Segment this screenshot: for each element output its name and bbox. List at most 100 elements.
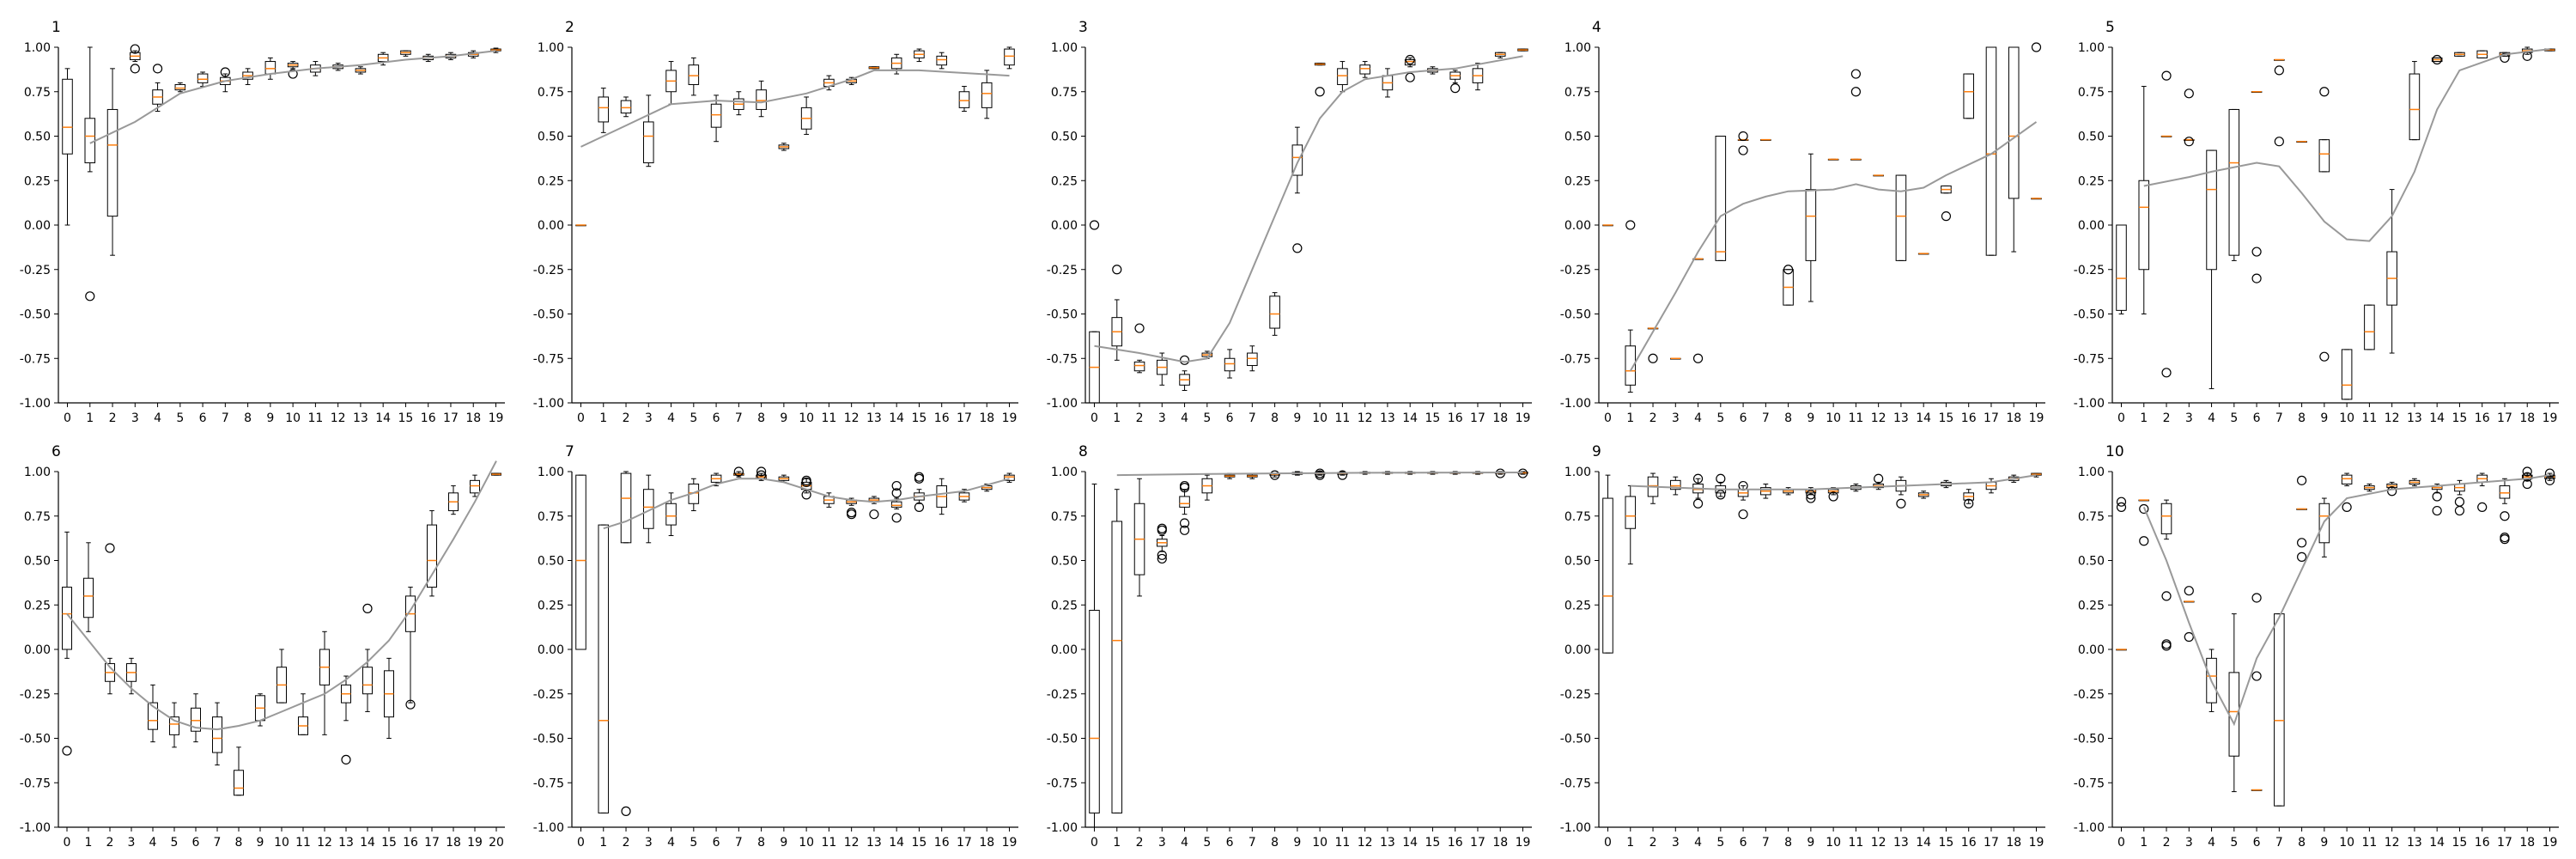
x-tick-label: 4: [1694, 836, 1702, 850]
box-18: [2521, 46, 2533, 61]
x-tick-label: 0: [577, 411, 585, 425]
box-14: [377, 52, 389, 66]
outlier-point: [1270, 470, 1280, 480]
panel-title: 2: [565, 19, 574, 36]
y-tick-label: 0.25: [24, 599, 51, 612]
x-tick-label: 14: [360, 836, 375, 850]
box-1: [1111, 489, 1123, 813]
box-body: [197, 73, 209, 83]
x-tick-label: 6: [1740, 411, 1747, 425]
panel-title: 4: [1592, 19, 1601, 36]
x-tick-label: 9: [1293, 411, 1301, 425]
box-body: [174, 83, 186, 91]
x-tick-label: 4: [1694, 411, 1702, 425]
y-tick-label: -0.50: [1047, 733, 1078, 746]
y-tick-label: 0.25: [1564, 599, 1591, 612]
x-tick-label: 18: [979, 836, 994, 850]
x-tick-label: 15: [1425, 836, 1441, 850]
y-tick-label: 0.50: [1564, 555, 1591, 569]
box-2: [2160, 499, 2172, 651]
outlier-point: [1738, 145, 1748, 155]
x-tick-label: 16: [934, 836, 950, 850]
box-19: [1004, 472, 1015, 483]
y-tick-label: 0.50: [1051, 131, 1078, 144]
box-body: [62, 587, 72, 650]
box-3: [2184, 88, 2195, 147]
box-12: [846, 497, 857, 520]
box-body: [1670, 479, 1681, 490]
x-tick-label: 2: [623, 836, 630, 850]
y-tick-label: -0.25: [20, 688, 51, 702]
y-tick-label: -1.00: [1047, 821, 1078, 835]
x-tick-label: 17: [2497, 836, 2512, 850]
outlier-point: [914, 502, 925, 513]
box-body: [2318, 139, 2330, 173]
box-body: [688, 64, 700, 85]
x-tick-label: 13: [2407, 836, 2422, 850]
outlier-point: [1738, 131, 1748, 142]
x-tick-label: 9: [2320, 411, 2328, 425]
x-tick-label: 18: [2519, 836, 2535, 850]
x-tick-label: 5: [690, 836, 697, 850]
x-tick-label: 20: [489, 836, 504, 850]
outlier-point: [2251, 593, 2262, 603]
y-tick-label: -0.75: [1047, 352, 1078, 366]
y-tick-label: 0.00: [1564, 643, 1591, 657]
box-6: [1737, 480, 1749, 520]
y-tick-label: 0.75: [1564, 86, 1591, 100]
x-tick-label: 6: [1740, 836, 1747, 850]
outlier-point: [1941, 211, 1952, 222]
box-9: [1291, 126, 1303, 253]
x-tick-label: 19: [1002, 836, 1018, 850]
x-tick-label: 15: [381, 836, 397, 850]
x-tick-label: 17: [424, 836, 440, 850]
outlier-point: [1692, 498, 1704, 509]
x-tick-label: 18: [465, 411, 481, 425]
outlier-point: [2184, 631, 2194, 643]
box-1: [83, 542, 94, 632]
box-body: [1359, 64, 1370, 75]
x-tick-label: 7: [1762, 836, 1770, 850]
x-tick-label: 0: [1604, 411, 1612, 425]
x-tick-label: 7: [735, 836, 743, 850]
x-tick-label: 2: [1136, 411, 1144, 425]
panel-title: 5: [2105, 19, 2115, 36]
box-9: [778, 143, 790, 151]
y-tick-label: 0.00: [1051, 643, 1078, 657]
x-tick-label: 2: [1136, 836, 1144, 850]
outlier-point: [1157, 553, 1167, 564]
box-body: [2206, 149, 2217, 271]
outlier-point: [1692, 353, 1704, 363]
x-tick-label: 1: [85, 836, 93, 850]
x-tick-label: 17: [1470, 836, 1485, 850]
y-tick-label: -0.75: [2074, 352, 2105, 366]
y-tick-label: 1.00: [1051, 41, 1078, 55]
x-tick-label: 3: [645, 411, 653, 425]
x-tick-label: 14: [375, 411, 391, 425]
box-10: [800, 96, 812, 135]
x-tick-label: 14: [2429, 411, 2445, 425]
box-4: [1179, 480, 1190, 535]
box-0: [62, 531, 72, 756]
box-3: [130, 44, 141, 74]
y-tick-label: -0.75: [2074, 777, 2105, 790]
outlier-point: [801, 475, 811, 485]
outlier-point: [130, 64, 140, 74]
box-8: [756, 466, 767, 481]
x-tick-label: 6: [199, 411, 207, 425]
x-tick-label: 11: [821, 411, 836, 425]
outlier-point: [105, 543, 115, 553]
outlier-point: [1495, 468, 1505, 478]
x-tick-label: 4: [149, 836, 157, 850]
x-tick-label: 16: [2475, 836, 2490, 850]
y-tick-label: 0.00: [2078, 219, 2105, 233]
box-body: [234, 770, 244, 796]
x-tick-label: 8: [235, 836, 243, 850]
box-3: [1157, 523, 1168, 564]
x-tick-label: 8: [2298, 411, 2306, 425]
box-1: [84, 46, 96, 302]
y-tick-label: 0.25: [1051, 174, 1078, 188]
box-5: [169, 702, 179, 748]
x-tick-label: 4: [1181, 836, 1188, 850]
y-tick-label: 0.75: [24, 86, 51, 100]
